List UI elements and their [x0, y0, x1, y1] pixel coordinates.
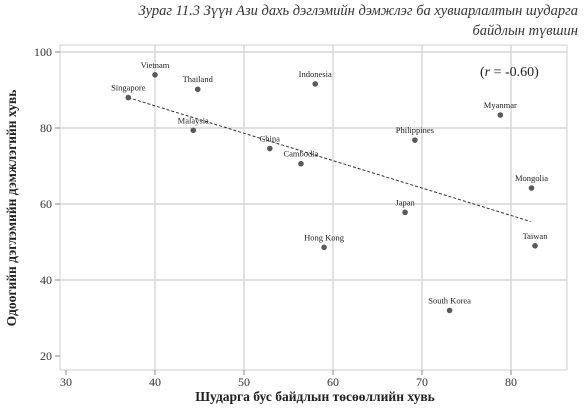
data-point: [321, 244, 327, 251]
point-label: Japan: [395, 197, 415, 207]
x-tick-label: 80: [505, 375, 517, 389]
point-label: Taiwan: [523, 231, 549, 241]
data-point: [446, 307, 453, 314]
x-tick-label: 50: [238, 375, 250, 389]
data-point: [402, 209, 408, 216]
correlation-annotation: (r = -0.60): [480, 65, 539, 80]
point-label: Vietnam: [141, 60, 170, 70]
point-label: China: [260, 134, 281, 144]
point-label: South Korea: [428, 295, 471, 305]
point-label: Myanmar: [484, 100, 517, 110]
annotation-variable: r: [485, 65, 491, 80]
annotation-value: = -0.60): [490, 65, 539, 80]
y-tick-label: 60: [40, 197, 52, 211]
point-label: Philippines: [396, 125, 434, 135]
point-label: Mongolia: [515, 173, 548, 183]
axis-ticks: 30 40 50 60 70 80 20 40 60 80 100: [34, 45, 517, 389]
trendline-group: [128, 97, 531, 222]
chart-title-line-2: байдлын түвшин: [473, 23, 579, 39]
data-point: [532, 243, 538, 249]
annotation-open-paren: (: [480, 65, 485, 80]
data-point: [298, 160, 304, 167]
point-label: Malaysia: [178, 115, 209, 125]
x-axis-label: Шударга бус байдлын төсөөллийн хувь: [195, 389, 435, 404]
grid: [60, 45, 567, 370]
data-point: [497, 112, 504, 118]
data-point: [412, 137, 418, 143]
data-points: Vietnam Singapore Thailand Indonesia Myanmar…: [111, 60, 549, 314]
y-axis-label: Одоогийн дэглэмийн дэмжлэгийн хувь: [4, 90, 19, 327]
point-label: Indonesia: [299, 69, 332, 79]
x-tick-label: 30: [60, 375, 72, 389]
y-tick-label: 40: [40, 273, 52, 287]
y-tick-label: 100: [34, 45, 52, 59]
x-tick-label: 60: [327, 375, 339, 389]
x-tick-label: 40: [149, 375, 161, 389]
point-label: Cambodia: [283, 149, 318, 159]
chart-title-line-1: Зураг 11.3 Зүүн Ази дахь дэглэмийн дэмжл…: [138, 3, 578, 19]
point-label: Hong Kong: [304, 232, 345, 242]
x-tick-label: 70: [416, 375, 428, 389]
point-label: Thailand: [183, 74, 214, 84]
data-point: [152, 72, 158, 78]
data-point: [125, 94, 132, 101]
data-point: [190, 127, 197, 134]
y-tick-label: 20: [40, 349, 52, 363]
y-tick-label: 80: [40, 121, 52, 135]
data-point: [267, 145, 273, 152]
data-point: [528, 185, 535, 191]
data-point: [312, 81, 319, 87]
plot-area-border: [59, 44, 568, 371]
data-point: [194, 86, 201, 93]
point-label: Singapore: [111, 83, 146, 93]
trendline: [128, 97, 531, 222]
